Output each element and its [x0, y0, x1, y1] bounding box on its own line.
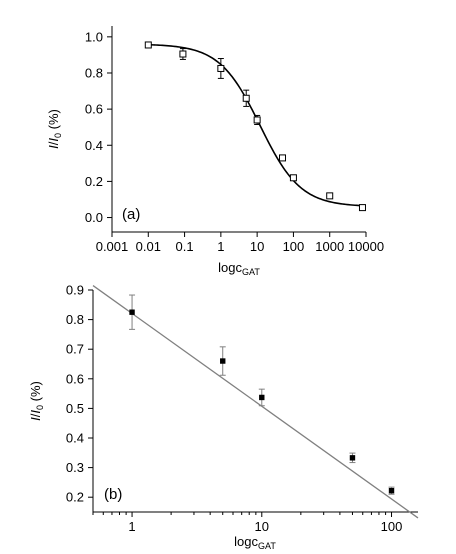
y-axis-title: I/I0 (%) [46, 109, 63, 149]
fit-line [92, 285, 419, 519]
y-tick-label: 1.0 [85, 29, 103, 44]
data-point [259, 394, 265, 401]
y-tick-label: 0.4 [85, 138, 103, 153]
data-point [217, 64, 225, 72]
x-tick-label: 0.001 [96, 239, 129, 254]
x-tick-label: 0.1 [176, 239, 194, 254]
fit-curve [146, 43, 365, 207]
data-point [144, 41, 152, 49]
x-tick-label: 1 [128, 519, 135, 534]
x-ticks: 0.001 0.01 0.1 1 10 100 1000 10000 [96, 232, 384, 254]
chart-panel-b: 1 10 100 0.2 0.3 0.4 0.5 0.6 0.7 0.8 0.9 (b) logc… [28, 283, 419, 551]
data-point [289, 174, 297, 182]
x-tick-label: 100 [381, 519, 403, 534]
x-tick-label: 10000 [348, 239, 384, 254]
y-axis-title: I/I0 (%) [28, 381, 45, 421]
x-axis-title: logcGAT [218, 260, 260, 277]
data-point [326, 192, 334, 200]
x-tick-label: 100 [283, 239, 305, 254]
y-tick-label: 0.2 [66, 490, 84, 505]
data-point [358, 204, 366, 212]
y-tick-label: 0.9 [66, 283, 84, 298]
data-point [179, 50, 187, 58]
x-ticks: 1 10 100 [92, 512, 403, 534]
panel-label: (b) [104, 486, 122, 503]
panel-label: (a) [122, 206, 140, 223]
y-tick-label: 0.3 [66, 460, 84, 475]
data-point [279, 154, 287, 162]
data-point [242, 94, 250, 102]
data-point [349, 455, 356, 461]
y-tick-label: 0.2 [85, 174, 103, 189]
y-tick-label: 0.6 [66, 371, 84, 386]
data-points [144, 41, 366, 212]
data-point [129, 309, 135, 315]
data-point [220, 358, 226, 364]
y-tick-label: 0.6 [85, 102, 103, 117]
x-tick-label: 1000 [315, 239, 344, 254]
y-tick-label: 0.7 [66, 342, 84, 357]
y-ticks: 0.0 0.2 0.4 0.6 0.8 1.0 [85, 29, 112, 225]
data-point [253, 116, 261, 124]
x-axis-title: logcGAT [234, 534, 276, 551]
y-tick-label: 0.4 [66, 431, 84, 446]
x-tick-label: 1 [217, 239, 224, 254]
y-ticks: 0.2 0.3 0.4 0.5 0.6 0.7 0.8 0.9 [66, 283, 93, 505]
x-tick-label: 0.01 [136, 239, 161, 254]
data-point [388, 487, 395, 494]
x-tick-label: 10 [255, 519, 269, 534]
y-tick-label: 0.5 [66, 401, 84, 416]
y-tick-label: 0.8 [66, 312, 84, 327]
y-tick-label: 0.0 [85, 210, 103, 225]
y-tick-label: 0.8 [85, 65, 103, 80]
chart-panel-a: 0.001 0.01 0.1 1 10 100 1000 10000 0.0 0.2 0.4 0.6… [46, 26, 384, 277]
data-points [129, 294, 395, 495]
x-tick-label: 10 [250, 239, 264, 254]
